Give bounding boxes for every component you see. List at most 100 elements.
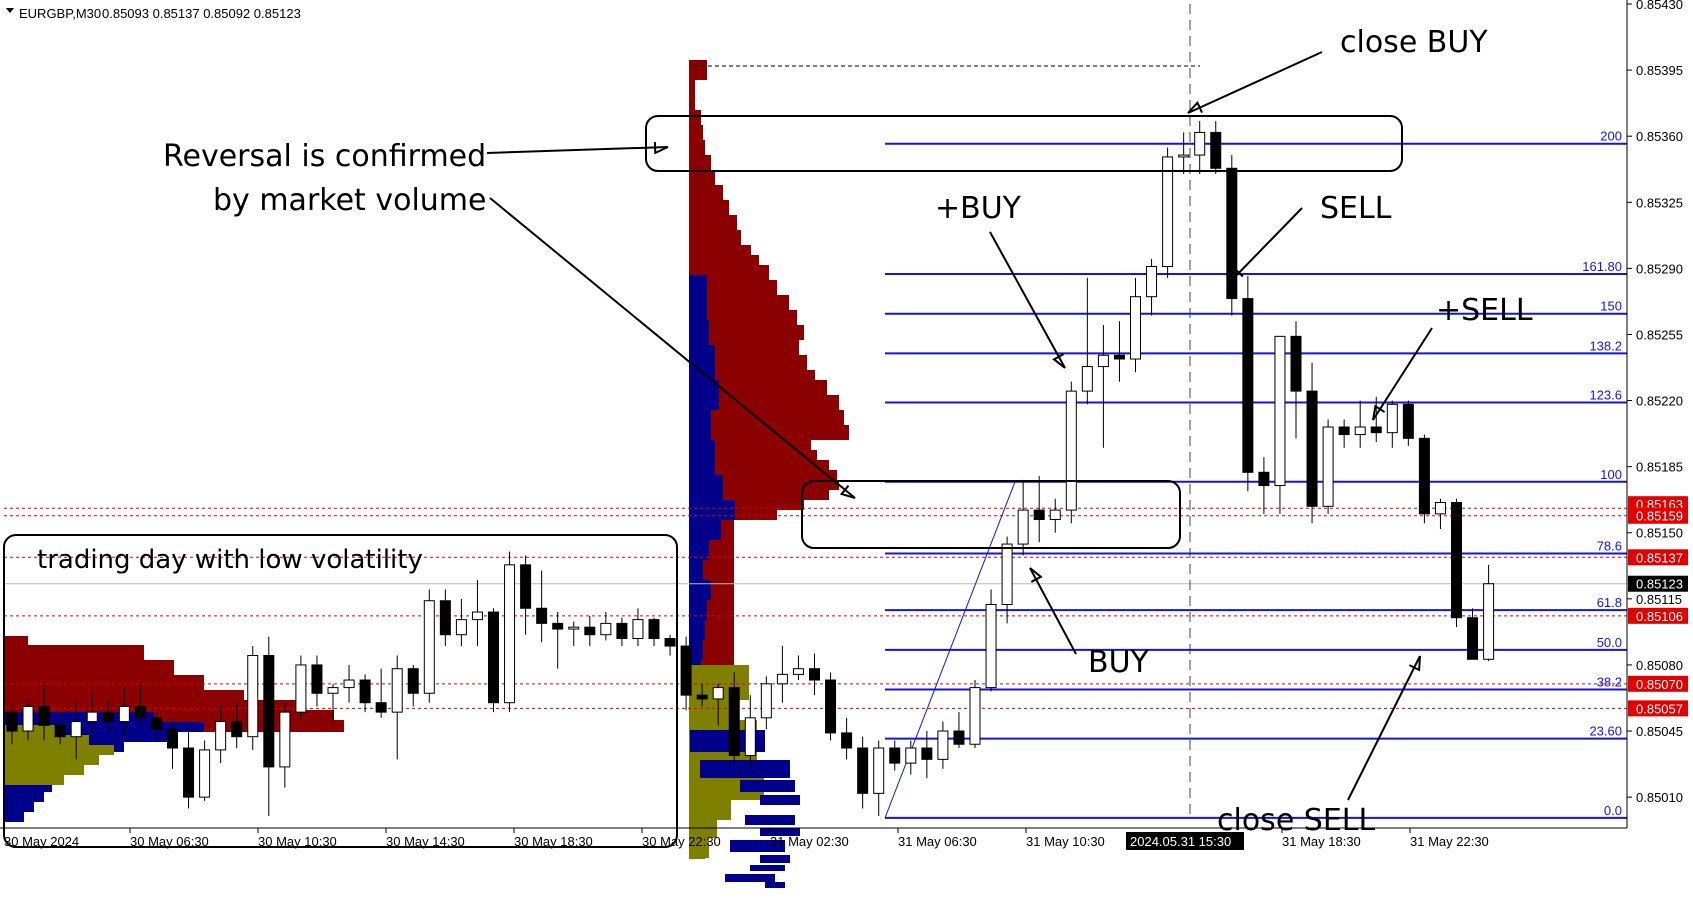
candle-body bbox=[215, 721, 227, 751]
y-tick-label: 0.85255 bbox=[1636, 327, 1683, 342]
candle-body bbox=[937, 730, 949, 760]
candle-body bbox=[1418, 437, 1430, 515]
candle-body bbox=[1033, 509, 1045, 521]
candle-body bbox=[247, 654, 259, 738]
volume-profile-bar bbox=[689, 800, 731, 820]
candle-body bbox=[1017, 509, 1029, 545]
arrow-line bbox=[1229, 207, 1303, 283]
arrow-head bbox=[1029, 567, 1043, 583]
annotation-text: +SELL bbox=[1436, 293, 1533, 328]
y-tick-label: 0.85010 bbox=[1636, 790, 1683, 805]
candle-body bbox=[889, 747, 901, 764]
y-tick-label: 0.85360 bbox=[1636, 129, 1683, 144]
candle-body bbox=[969, 687, 981, 745]
candle-body bbox=[407, 668, 419, 694]
fib-level-label: 161.80 bbox=[1582, 259, 1622, 274]
volume-profile-bar bbox=[689, 520, 721, 540]
candle-body bbox=[985, 604, 997, 689]
arrow-head bbox=[839, 484, 856, 499]
cursor-time-tag bbox=[1126, 832, 1244, 850]
annotation-text: +BUY bbox=[935, 191, 1022, 226]
candle-body bbox=[1210, 131, 1222, 169]
candle-body bbox=[1049, 509, 1061, 521]
candle-body bbox=[231, 721, 243, 738]
candle-body bbox=[600, 622, 612, 636]
y-tick-label: 0.85220 bbox=[1636, 394, 1683, 409]
candle-body bbox=[1434, 502, 1446, 515]
candle-body bbox=[359, 679, 371, 704]
volume-profile-bar bbox=[4, 735, 89, 745]
volume-profile-bar bbox=[689, 490, 829, 500]
fib-level-label: 38.2 bbox=[1597, 674, 1622, 689]
fib-level-label: 23.60 bbox=[1589, 724, 1622, 739]
volume-profile-bar bbox=[689, 410, 844, 425]
fibonacci-levels: 200 161.80 150 138.2 123.6 100 78.6 61.8 50.0 38.… bbox=[884, 129, 1627, 819]
candle-body bbox=[1290, 335, 1302, 392]
volume-profile-bar bbox=[689, 60, 707, 80]
candle-body bbox=[488, 611, 499, 704]
candle-body bbox=[873, 747, 885, 794]
price-tag-label: 0.85057 bbox=[1636, 701, 1683, 716]
candle-body bbox=[167, 728, 178, 749]
volume-profile-bar bbox=[700, 760, 790, 778]
volume-profile-bar bbox=[689, 500, 804, 510]
y-tick-label: 0.85045 bbox=[1636, 724, 1683, 739]
candle-body bbox=[455, 619, 467, 636]
x-tick-label: 30 May 22:30 bbox=[642, 834, 721, 849]
volume-profile-bar bbox=[689, 460, 829, 470]
x-tick-label: 31 May 02:30 bbox=[770, 834, 849, 849]
volume-profile-bar bbox=[725, 874, 775, 882]
volume-profile-bar bbox=[689, 80, 695, 100]
candle-body bbox=[295, 664, 307, 713]
volume-profile-bar bbox=[740, 780, 795, 792]
candle-body bbox=[776, 673, 788, 685]
candle-body bbox=[1178, 154, 1190, 158]
fib-level-label: 200 bbox=[1600, 129, 1622, 144]
fib-level-label: 50.0 bbox=[1597, 635, 1622, 650]
x-tick-label: 2024.05.31 15:30 bbox=[1130, 834, 1231, 849]
candle-body bbox=[1483, 583, 1495, 660]
volume-profile-bar bbox=[689, 440, 715, 475]
highlight-box bbox=[645, 115, 1403, 172]
price-tag-label: 0.85070 bbox=[1636, 677, 1683, 692]
candle-body bbox=[1162, 156, 1174, 267]
volume-profile-bar bbox=[689, 370, 815, 380]
volume-profile-bar bbox=[689, 500, 735, 520]
candle-body bbox=[343, 679, 355, 689]
volume-profile-bar bbox=[4, 660, 174, 675]
dropdown-triangle-icon[interactable] bbox=[6, 8, 14, 13]
candle-body bbox=[1001, 543, 1013, 606]
volume-profile-bar bbox=[689, 640, 703, 660]
volume-profile-bar bbox=[689, 380, 719, 410]
ohlc-readout: 0.85093 0.85137 0.85092 0.85123 bbox=[102, 6, 301, 21]
candle-body bbox=[1146, 265, 1158, 298]
volume-profile-bar bbox=[689, 295, 789, 310]
candle-body bbox=[1322, 426, 1334, 507]
fib-level-label: 150 bbox=[1600, 299, 1622, 314]
y-tick-label: 0.85430 bbox=[1636, 0, 1683, 12]
x-tick-label: 31 May 10:30 bbox=[1026, 834, 1105, 849]
candle-body bbox=[1065, 390, 1077, 511]
volume-profile-bar bbox=[689, 245, 751, 255]
volume-profile-bar bbox=[4, 755, 99, 765]
volume-profile-bar bbox=[730, 840, 785, 852]
volume-profile-bar bbox=[689, 185, 723, 200]
annotation-text: close BUY bbox=[1340, 25, 1488, 60]
y-tick-label: 0.85185 bbox=[1636, 460, 1683, 475]
arrow-head bbox=[1229, 267, 1244, 283]
candle-body bbox=[22, 705, 34, 732]
fib-level-label: 123.6 bbox=[1589, 387, 1622, 402]
y-tick-label: 0.85290 bbox=[1636, 261, 1683, 276]
volume-profile-bar bbox=[689, 310, 797, 325]
arrow-head bbox=[1187, 100, 1203, 114]
candle-body bbox=[1467, 617, 1479, 660]
fib-level-label: 78.6 bbox=[1597, 539, 1622, 554]
price-tag-label: 0.85137 bbox=[1636, 550, 1683, 565]
arrow-head bbox=[653, 141, 669, 155]
candle-body bbox=[118, 705, 130, 723]
volume-profile-bar bbox=[689, 475, 723, 500]
volume-profile-bar bbox=[4, 645, 144, 660]
volume-profile-bar bbox=[689, 410, 711, 440]
arrow-line bbox=[1372, 327, 1433, 421]
